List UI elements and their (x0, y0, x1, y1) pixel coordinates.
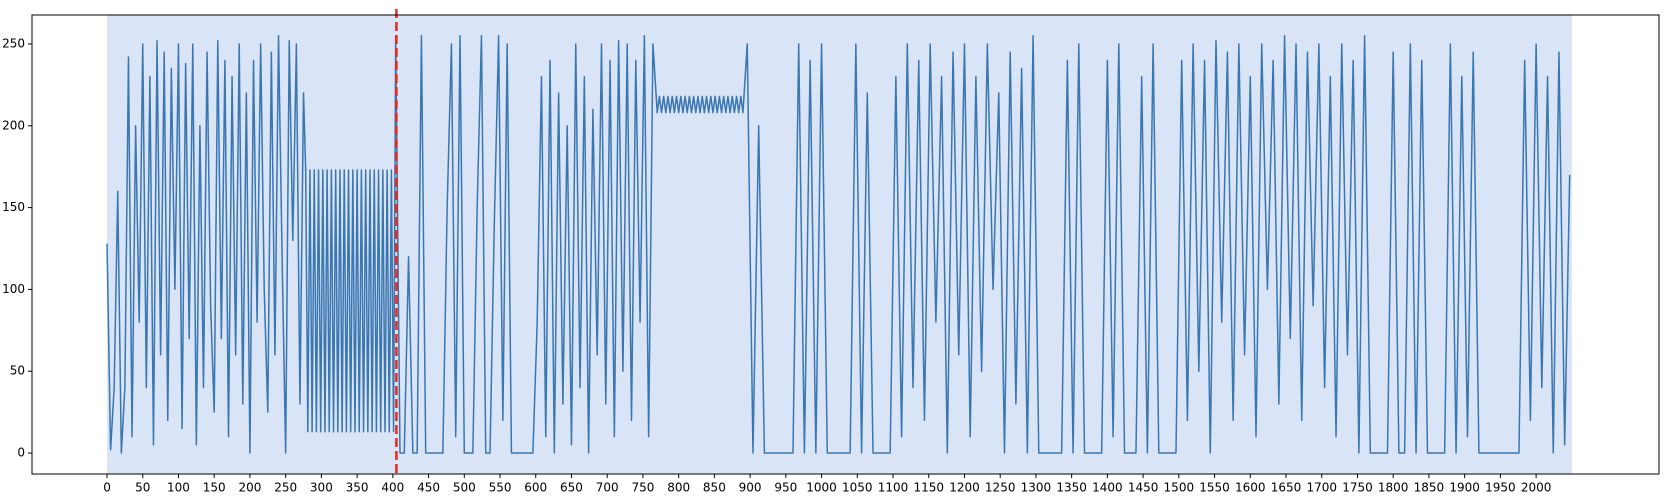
x-tick-label: 550 (489, 481, 512, 495)
y-tick-label: 250 (2, 36, 25, 50)
x-tick-label: 500 (453, 481, 476, 495)
x-tick-label: 1000 (806, 481, 837, 495)
data-line (106, 35, 1571, 454)
x-tick-label: 1450 (1128, 481, 1159, 495)
x-tick-label: 1550 (1199, 481, 1230, 495)
x-tick-label: 1950 (1485, 481, 1516, 495)
x-tick-label: 850 (703, 481, 726, 495)
x-tick-label: 350 (346, 481, 369, 495)
x-tick-label: 200 (238, 481, 261, 495)
y-tick-label: 150 (2, 200, 25, 214)
x-tick-label: 1600 (1235, 481, 1266, 495)
x-tick-label: 1750 (1342, 481, 1373, 495)
y-tick-label: 200 (2, 118, 25, 132)
y-tick-label: 0 (17, 446, 25, 460)
x-tick-label: 600 (524, 481, 547, 495)
x-tick-label: 650 (560, 481, 583, 495)
x-tick-label: 1150 (913, 481, 944, 495)
x-tick-label: 1800 (1378, 481, 1409, 495)
x-tick-label: 50 (135, 481, 150, 495)
x-tick-label: 0 (103, 481, 111, 495)
x-tick-label: 1900 (1449, 481, 1480, 495)
x-tick-label: 1350 (1056, 481, 1087, 495)
x-tick-label: 750 (631, 481, 654, 495)
x-tick-label: 900 (739, 481, 762, 495)
axes-frame (31, 14, 1660, 475)
y-tick-label: 50 (10, 364, 25, 378)
x-tick-label: 2000 (1521, 481, 1552, 495)
x-tick-label: 300 (310, 481, 333, 495)
x-tick-label: 1700 (1306, 481, 1337, 495)
x-tick-label: 1050 (842, 481, 873, 495)
x-tick-label: 700 (596, 481, 619, 495)
x-tick-label: 1250 (985, 481, 1016, 495)
x-tick-label: 950 (774, 481, 797, 495)
x-tick-label: 1400 (1092, 481, 1123, 495)
x-tick-label: 100 (167, 481, 190, 495)
x-tick-label: 450 (417, 481, 440, 495)
x-tick-label: 150 (203, 481, 226, 495)
x-tick-label: 1850 (1414, 481, 1445, 495)
x-tick-label: 1200 (949, 481, 980, 495)
x-tick-label: 400 (381, 481, 404, 495)
x-tick-label: 250 (274, 481, 297, 495)
x-tick-label: 1500 (1164, 481, 1195, 495)
x-tick-label: 1300 (1021, 481, 1052, 495)
x-tick-label: 1650 (1271, 481, 1302, 495)
x-tick-label: 800 (667, 481, 690, 495)
y-tick-label: 100 (2, 282, 25, 296)
x-tick-label: 1100 (878, 481, 909, 495)
